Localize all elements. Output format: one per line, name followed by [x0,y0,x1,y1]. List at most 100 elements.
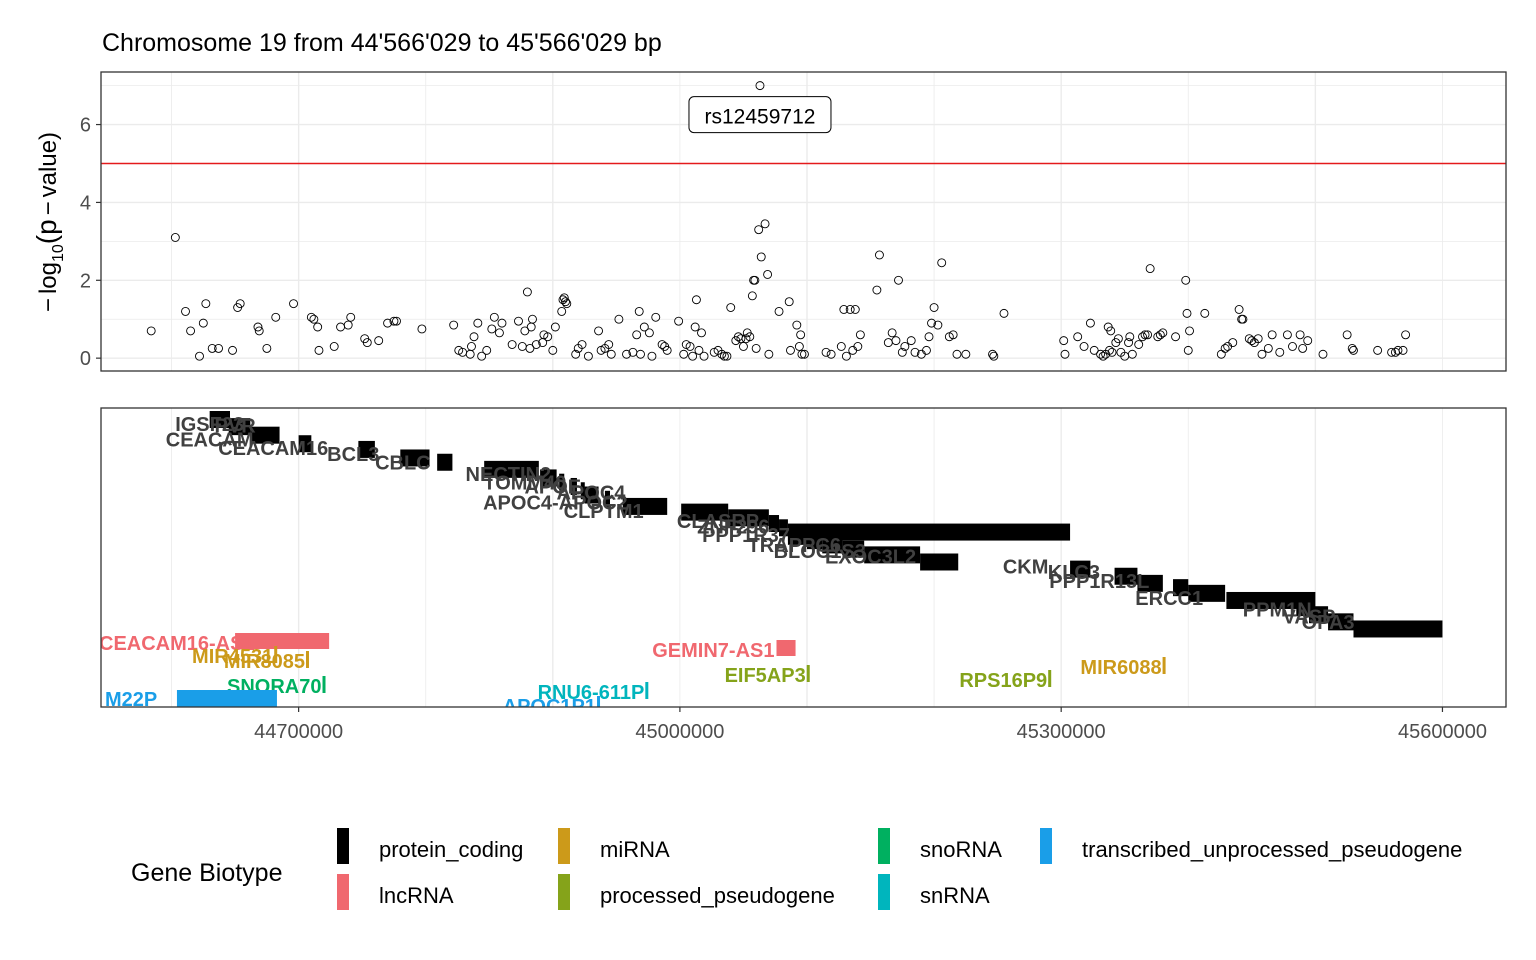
snp-point [853,342,863,351]
snp-point [543,332,553,342]
gene-label: KLC3 [1048,562,1100,584]
snp-point [1282,330,1292,340]
gene-bar [540,469,557,487]
snp-point [1318,349,1328,359]
y-axis-title: − log10(p − value) [31,132,67,312]
small-gene-label: RPS16P9 [959,670,1047,692]
manhattan-panel: rs12459712 0 2 4 6 [80,71,1507,372]
snp-point [855,330,865,340]
snp-point [632,330,642,340]
gene-label: BCL3 [327,444,379,466]
snp-point [794,342,804,351]
snp-point [1398,345,1408,355]
gene-label: APOE [524,477,581,499]
gene-label: BLOC1S3 [774,541,866,563]
lncrna-bar [235,633,330,649]
snp-point [487,324,497,334]
snp-point [1134,340,1144,349]
legend-key [558,874,570,910]
svg-text:−log10(p−value): − log10(p − value) [31,132,67,312]
snp-point [392,316,401,326]
snp-point [507,340,517,349]
snp-point [754,225,764,235]
snp-point [647,351,657,361]
snp-point [548,345,558,355]
x-tick-label: 45600000 [1398,721,1487,743]
snp-point [922,345,931,355]
snp-point [313,322,323,332]
x-tick-label: 45000000 [635,721,724,743]
snp-point [1275,347,1285,357]
gene-bar [920,553,959,571]
snp-point [874,250,884,260]
gene-bar [559,473,565,491]
snp-point [891,336,901,346]
gene-label: CLPTM1 [564,501,644,523]
snp-point [688,351,698,361]
snp-point [1234,305,1244,314]
gene-bar [768,515,780,533]
y-axis-title-value: value) [35,132,62,197]
gene-bar [358,440,375,458]
gene-bar [1296,599,1310,617]
snp-point [528,314,537,324]
snp-point [606,349,616,359]
gene-bar [1309,606,1329,624]
legend-key [878,874,890,910]
snp-point [897,347,907,357]
gene-bar [209,411,230,428]
snp-point [924,332,934,342]
small-gene-bar [597,696,601,707]
snp-point [690,322,700,332]
gene-label: CBLC [375,452,431,474]
snp-point [694,345,704,355]
snp-point [674,316,684,326]
snp-point [1238,314,1248,324]
snp-point [756,252,766,262]
snp-point [1288,342,1297,351]
legend-label: snRNA [920,883,990,908]
legend-label: protein_coding [379,837,523,862]
snp-point [792,320,802,330]
gene-bar [779,519,788,537]
snp-point [948,330,958,340]
snp-point [826,349,836,359]
snp-point [557,306,567,316]
snp-point [961,349,971,359]
gene-bar [842,540,865,558]
snp-point [1113,334,1123,344]
gene-bar [228,418,251,436]
legend-key [337,828,349,864]
snp-point [887,328,897,338]
snp-point [170,233,180,242]
gene-label: CLASRP [677,511,759,533]
snp-point [1096,349,1106,359]
gene-bar [604,490,611,508]
gene-bar [580,482,585,500]
snp-point [1263,343,1273,353]
gene-label: CEACAM [166,430,254,452]
snp-point [228,345,237,355]
lead-snp-point [755,81,765,91]
legend-title: Gene Biotype [131,859,283,887]
gene-bar [1070,560,1091,578]
y-axis-title-p: (p [31,219,62,244]
snp-point [836,342,846,351]
snp-point [800,349,809,359]
snp-point [906,336,916,346]
snp-point [1060,349,1070,359]
snp-point [1401,330,1411,340]
snp-point [604,340,614,349]
snp-point [1182,308,1192,318]
snp-point [253,322,263,332]
legend-label: snoRNA [920,837,1002,862]
gene-label: VASP [1283,606,1336,628]
snp-point [577,340,587,349]
gene-bar [1226,591,1316,609]
snp-point [719,351,729,361]
snp-point [722,351,732,361]
snp-point [146,326,156,336]
snp-point [751,343,761,353]
y-axis-title-log: log [35,262,62,294]
